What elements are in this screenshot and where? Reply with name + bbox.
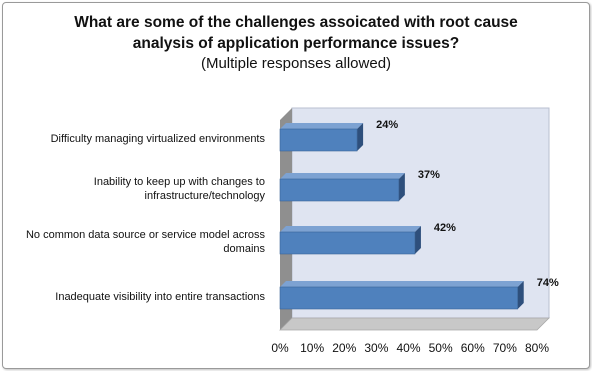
x-tick-label-5: 50%	[429, 341, 453, 355]
chart-title-line-1: What are some of the challenges assoicat…	[74, 14, 518, 31]
plot-floor	[279, 317, 550, 331]
category-label-1-line-0: Inability to keep up with changes to	[94, 176, 265, 188]
chart-title-line-2: analysis of application performance issu…	[132, 35, 460, 52]
bar-top-2	[280, 226, 421, 232]
bar-1	[279, 178, 400, 202]
bar-top-0	[280, 123, 364, 129]
category-label-1-line-1: infrastructure/technology	[145, 190, 266, 202]
bar-side-3	[517, 281, 524, 309]
value-label-3: 74%	[537, 277, 559, 289]
x-tick-label-8: 80%	[525, 341, 549, 355]
category-label-1: Inability to keep up with changes to infr…	[94, 176, 266, 202]
bar-2	[279, 231, 416, 255]
x-tick-label-4: 40%	[396, 341, 420, 355]
x-tick-label-3: 30%	[364, 341, 388, 355]
category-label-3-line-0: Inadequate visibility into entire transa…	[55, 291, 265, 303]
bar-3	[279, 286, 519, 310]
bar-side-1	[398, 173, 405, 201]
category-label-3: Inadequate visibility into entire transa…	[55, 291, 265, 303]
category-label-2-line-0: No common data source or service model a…	[26, 229, 266, 241]
bar-side-0	[357, 123, 364, 151]
value-label-1: 37%	[418, 169, 440, 181]
chart-subtitle: (Multiple responses allowed)	[200, 55, 392, 72]
value-label-0: 24%	[376, 119, 398, 131]
bar-top-1	[280, 173, 405, 179]
category-label-0: Difficulty managing virtualized environm…	[51, 133, 266, 145]
x-tick-label-6: 60%	[461, 341, 485, 355]
bar-side-2	[414, 226, 421, 254]
plot-side-wall	[280, 108, 292, 330]
x-tick-label-0: 0%	[271, 341, 289, 355]
category-label-2-line-1: domains	[223, 243, 265, 255]
x-tick-label-2: 20%	[332, 341, 356, 355]
x-tick-label-1: 10%	[300, 341, 324, 355]
bar-top-3	[280, 281, 524, 287]
category-label-0-line-0: Difficulty managing virtualized environm…	[51, 133, 266, 145]
category-label-2: No common data source or service model a…	[26, 229, 266, 255]
value-label-2: 42%	[434, 222, 456, 234]
chart-title: What are some of the challenges assoicat…	[0, 12, 592, 54]
bar-0	[279, 128, 358, 152]
x-tick-label-7: 70%	[493, 341, 517, 355]
